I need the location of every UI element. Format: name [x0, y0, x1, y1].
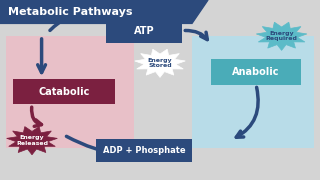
- Polygon shape: [135, 49, 185, 77]
- Text: Anabolic: Anabolic: [232, 67, 280, 77]
- FancyBboxPatch shape: [13, 79, 115, 104]
- FancyBboxPatch shape: [192, 36, 314, 148]
- Text: Energy
Released: Energy Released: [16, 135, 48, 146]
- FancyBboxPatch shape: [106, 18, 182, 43]
- Text: Energy
Stored: Energy Stored: [148, 58, 172, 68]
- Text: ADP + Phosphate: ADP + Phosphate: [103, 146, 185, 155]
- Polygon shape: [7, 127, 57, 155]
- Text: Metabolic Pathways: Metabolic Pathways: [8, 7, 132, 17]
- FancyBboxPatch shape: [211, 59, 301, 85]
- Text: ATP: ATP: [134, 26, 154, 36]
- Text: Energy
Required: Energy Required: [266, 31, 298, 41]
- Polygon shape: [256, 22, 307, 50]
- Polygon shape: [0, 0, 208, 23]
- FancyBboxPatch shape: [96, 139, 192, 162]
- Text: Catabolic: Catabolic: [38, 87, 90, 97]
- FancyBboxPatch shape: [6, 36, 134, 148]
